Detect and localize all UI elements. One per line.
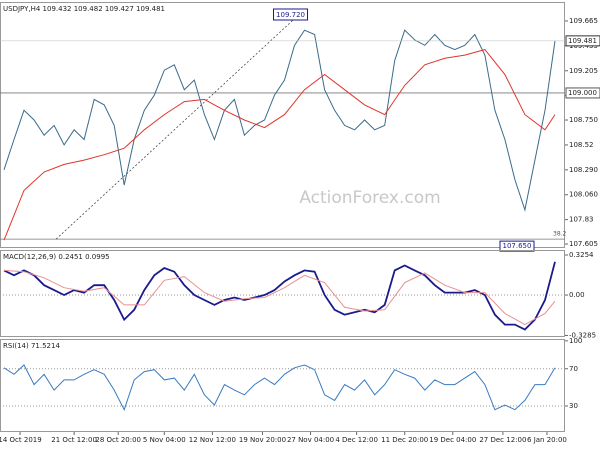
watermark: ActionForex.com (299, 188, 440, 208)
x-tick-label: 14 Oct 2019 (0, 436, 42, 444)
x-tick-label: 27 Nov 04:00 (287, 436, 334, 444)
x-tick-label: 19 Nov 20:00 (239, 436, 286, 444)
y-tick-label: -0.3285 (569, 331, 596, 339)
peak-label: 109.720 (276, 11, 305, 19)
current-price-label: 109.481 (568, 37, 597, 45)
y-tick-label: 108.060 (569, 191, 598, 199)
x-tick-label: 21 Oct 12:00 (51, 436, 97, 444)
level-box (565, 87, 600, 99)
panel-frame (0, 339, 565, 432)
series-line (3, 261, 556, 331)
y-tick-label: 109.205 (569, 67, 598, 75)
panel-frame (0, 2, 565, 248)
y-tick-label: 107.83 (569, 216, 594, 224)
level-label: 109.000 (568, 89, 597, 97)
fib-label: 38.2 (553, 231, 567, 238)
x-tick-label: 11 Dec 20:00 (381, 436, 428, 444)
x-tick-label: 27 Dec 12:00 (479, 436, 526, 444)
x-tick-label: 4 Dec 12:00 (335, 436, 378, 444)
y-tick-label: 100 (569, 337, 582, 345)
level-box (499, 240, 535, 252)
current-price-box (565, 35, 600, 47)
x-tick-label: 5 Nov 04:00 (143, 436, 186, 444)
y-tick-label: 0.00 (569, 291, 585, 299)
y-tick-label: 30 (569, 402, 578, 410)
panel-title: MACD(12,26,9) 0.2451 0.0995 (3, 253, 110, 261)
x-tick-label: 19 Dec 04:00 (429, 436, 476, 444)
series-line (3, 29, 556, 212)
series-line (3, 364, 556, 411)
x-tick-label: 6 Jan 20:00 (527, 436, 567, 444)
panel-frame (0, 250, 565, 337)
y-tick-label: 70 (569, 365, 578, 373)
peak-box (273, 8, 309, 21)
x-tick-label: 12 Nov 12:00 (189, 436, 236, 444)
y-tick-label: 108.290 (569, 166, 598, 174)
y-tick-label: 108.750 (569, 116, 598, 124)
panel-title: RSI(14) 71.5214 (3, 342, 60, 350)
level-label: 107.650 (503, 242, 532, 250)
series-line (3, 269, 556, 326)
y-tick-label: 108.52 (569, 141, 594, 149)
trend-line (55, 14, 299, 240)
panel-title: USDJPY,H4 109.432 109.482 109.427 109.48… (3, 5, 165, 13)
y-tick-label: 109.665 (569, 17, 598, 25)
y-tick-label: 107.605 (569, 240, 598, 248)
x-tick-label: 28 Oct 20:00 (95, 436, 141, 444)
series-line (3, 49, 556, 241)
y-tick-label: 0.3254 (569, 251, 594, 259)
